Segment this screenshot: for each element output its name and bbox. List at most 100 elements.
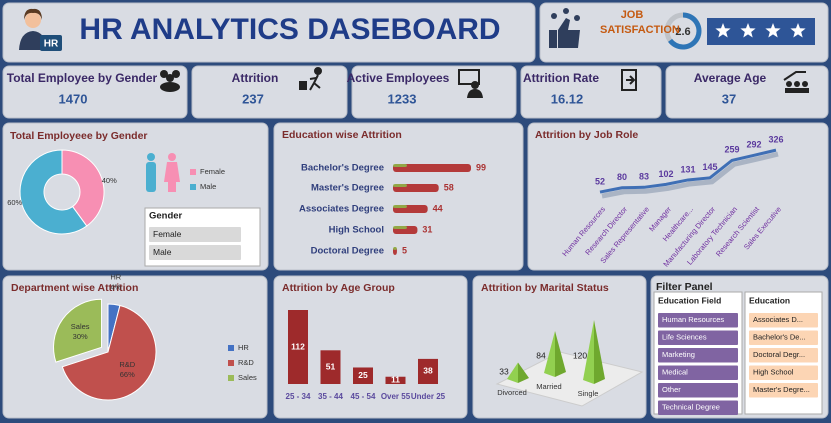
- slicer-item-label: Other: [662, 385, 681, 394]
- y-tick-label: High School: [329, 225, 384, 236]
- satisfaction-label: JOB SATISFACTION: [600, 9, 680, 36]
- x-tick-label: Married: [536, 382, 561, 391]
- kpi-panel: [665, 65, 829, 119]
- kpi-panel: [351, 65, 517, 119]
- data-label: 112: [291, 341, 305, 351]
- kpi-value: 1470: [59, 91, 88, 106]
- gender-figures: [146, 153, 180, 192]
- data-label: 66%: [120, 370, 135, 379]
- kpi-panel: [2, 65, 188, 119]
- pyramid-left: [507, 362, 518, 383]
- data-label: 292: [746, 140, 761, 150]
- legend-swatch: [228, 360, 234, 366]
- slicer-item[interactable]: [749, 348, 818, 363]
- line-shadow: [601, 151, 779, 199]
- chart-title: Attrition by Marital Status: [481, 282, 609, 294]
- chart-title: Department wise Attrition: [11, 282, 138, 294]
- data-label: 38: [423, 366, 433, 376]
- kpi-panel: [191, 65, 348, 119]
- chart-title: Attrition by Job Role: [535, 129, 638, 141]
- rating-star: [740, 23, 756, 38]
- kpi-label: Active Employees: [347, 71, 450, 85]
- data-label: 4%: [110, 282, 121, 291]
- legend-swatch: [228, 345, 234, 351]
- pie-slice: [61, 304, 157, 401]
- slicer-item[interactable]: [749, 383, 818, 398]
- header-panel: [2, 2, 536, 63]
- slicer-title: Gender: [149, 211, 183, 222]
- rating-star: [715, 23, 731, 38]
- data-label: 131: [680, 164, 695, 174]
- y-tick-label: Master's Degree: [311, 183, 384, 194]
- x-tick-label: Over 55: [381, 392, 411, 401]
- rating-star: [765, 23, 781, 38]
- kpi-value: 237: [242, 91, 264, 106]
- slicer-item[interactable]: [149, 245, 241, 260]
- data-label: 5: [402, 245, 407, 255]
- data-label: 80: [617, 172, 627, 182]
- slicer-item-label: High School: [753, 368, 794, 377]
- bar: [288, 310, 308, 384]
- satisfaction-panel: [539, 2, 829, 63]
- chart-title: Education wise Attrition: [282, 129, 402, 141]
- slicer-item-label: Male: [153, 247, 172, 257]
- legend-swatch: [228, 375, 234, 381]
- bar-shine: [393, 247, 397, 250]
- data-label: 33: [499, 367, 509, 377]
- badge: HR: [44, 39, 59, 50]
- slicer-item[interactable]: [749, 365, 818, 381]
- slicer-item-label: Life Sciences: [662, 333, 707, 342]
- slicer-item[interactable]: [658, 330, 738, 346]
- kpi-label: Total Employee by Gender: [7, 71, 158, 85]
- legend-label: R&D: [238, 358, 254, 367]
- slicer-item[interactable]: [149, 227, 241, 242]
- kpi-value: 37: [722, 91, 736, 106]
- x-tick-label: Divorced: [497, 388, 527, 397]
- slicer-title: Education Field: [658, 295, 721, 305]
- data-label: 25: [358, 370, 368, 380]
- slicer-item[interactable]: [658, 365, 738, 381]
- data-label: 102: [658, 169, 673, 179]
- data-label: 44: [433, 203, 443, 213]
- chart-title: Total Employeee by Gender: [10, 130, 148, 142]
- slicer-item[interactable]: [658, 383, 738, 398]
- kpi-icon: [458, 69, 483, 98]
- slicer-item-label: Female: [153, 229, 182, 239]
- kpi-icon: [783, 71, 809, 93]
- kpi-label: Average Age: [694, 71, 767, 85]
- kpi-icon: [299, 67, 322, 91]
- data-label: 31: [422, 224, 432, 234]
- pyramid-right: [555, 331, 566, 377]
- data-label: 84: [536, 350, 546, 360]
- pie-slice: [61, 149, 105, 227]
- data-label: HR: [110, 272, 121, 281]
- y-tick-label: Doctoral Degree: [311, 246, 384, 257]
- pie-slice: [19, 149, 88, 235]
- bar: [418, 358, 438, 384]
- bar-shine: [393, 226, 407, 229]
- data-label: 11: [391, 375, 400, 385]
- legend-label: Female: [200, 167, 225, 176]
- data-label: 145: [702, 162, 717, 172]
- slicer-item[interactable]: [658, 400, 738, 416]
- avatar-icon: [19, 8, 62, 51]
- satisfaction-value: 2.6: [675, 26, 690, 38]
- bar: [320, 350, 341, 384]
- bar: [393, 164, 471, 172]
- data-label: 30%: [73, 332, 88, 341]
- slicer-item[interactable]: [658, 348, 738, 363]
- slicer-item-label: Medical: [662, 368, 688, 377]
- slicer-item[interactable]: [749, 313, 818, 328]
- slicer-item[interactable]: [749, 330, 818, 346]
- slicer-item-label: Marketing: [662, 350, 695, 359]
- slicer-item[interactable]: [658, 313, 738, 328]
- bar-shine: [393, 205, 407, 208]
- pyramid-left: [583, 320, 594, 384]
- slicer-item-label: Bachelor's De...: [753, 333, 806, 342]
- data-label: R&D: [119, 360, 135, 369]
- panel-title: Filter Panel: [656, 281, 713, 293]
- satisfaction-icon: [549, 8, 580, 48]
- bar: [385, 376, 406, 384]
